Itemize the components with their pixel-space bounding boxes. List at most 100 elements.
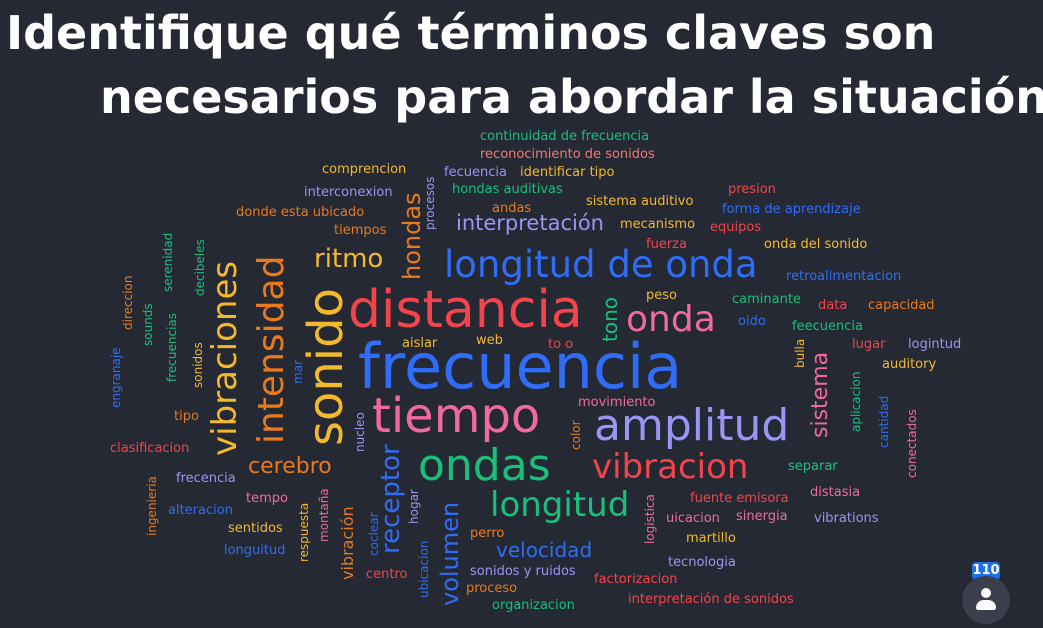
word-cloud-item: perro: [470, 526, 505, 541]
word-cloud-item: montaña: [317, 488, 331, 542]
word-cloud-item: comprencion: [322, 162, 407, 177]
participant-count-badge: 110: [972, 562, 1000, 580]
word-cloud-item: cerebro: [248, 454, 332, 479]
word-cloud-item: sounds: [141, 303, 155, 346]
word-cloud-item: organizacion: [492, 598, 575, 613]
word-cloud-item: distancia: [348, 280, 583, 340]
word-cloud-item: sonido: [298, 288, 354, 446]
word-cloud-item: mecanismo: [620, 217, 696, 232]
word-cloud-item: ingenieria: [145, 476, 159, 536]
word-cloud-item: vibracion: [592, 447, 749, 487]
word-cloud-item: reconocimiento de sonidos: [480, 147, 655, 162]
word-cloud-item: fuerza: [646, 237, 687, 252]
word-cloud-item: interpretación de sonidos: [628, 592, 794, 607]
word-cloud-item: web: [476, 333, 503, 348]
word-cloud-item: volumen: [436, 501, 464, 606]
word-cloud-item: tiempos: [334, 223, 387, 238]
word-cloud-item: aislar: [402, 336, 438, 351]
word-cloud-item: sinergia: [736, 509, 788, 524]
title-line-2: necesarios para abordar la situación.: [100, 70, 1043, 124]
word-cloud-item: cantidad: [877, 395, 891, 448]
word-cloud-item: identificar tipo: [520, 165, 615, 180]
word-cloud-item: hogar: [407, 489, 421, 524]
word-cloud-item: continuidad de frecuencia: [480, 129, 650, 144]
participants-button[interactable]: [962, 576, 1010, 624]
word-cloud-item: centro: [366, 567, 408, 582]
word-cloud-item: oido: [738, 314, 766, 329]
word-cloud-item: to o: [548, 337, 574, 352]
word-cloud-item: mar: [291, 360, 305, 384]
word-cloud-item: vibrations: [814, 511, 879, 526]
word-cloud-item: frecuencia: [358, 330, 683, 403]
word-cloud-item: proceso: [466, 581, 518, 596]
word-cloud-item: direccion: [121, 275, 135, 330]
word-cloud-item: nucleo: [353, 412, 367, 452]
word-cloud-item: capacidad: [868, 298, 935, 313]
word-cloud-item: equipos: [710, 220, 762, 235]
word-cloud-item: respuesta: [297, 502, 311, 562]
word-cloud-item: caminante: [732, 292, 801, 307]
word-cloud-item: onda del sonido: [764, 237, 868, 252]
word-cloud-item: intensidad: [251, 255, 292, 444]
person-icon-body: [976, 600, 996, 610]
word-cloud-item: decibeles: [193, 239, 207, 296]
word-cloud-item: vibraciones: [205, 260, 245, 456]
word-cloud-item: longitud: [490, 485, 630, 525]
word-cloud-item: martillo: [686, 531, 736, 546]
word-cloud-item: engranaje: [109, 347, 123, 408]
word-cloud-item: logintud: [908, 337, 962, 352]
word-cloud-item: interconexion: [304, 185, 393, 200]
word-cloud-item: hondas auditivas: [452, 182, 563, 197]
word-cloud-item: longuitud: [224, 543, 286, 558]
word-cloud-item: uicacion: [666, 511, 720, 526]
title-line-1: Identifique qué términos claves son: [6, 6, 936, 60]
word-cloud-item: vibración: [338, 506, 357, 580]
word-cloud-item: forma de aprendizaje: [722, 202, 861, 217]
word-cloud-item: clasificacion: [110, 441, 190, 456]
word-cloud-item: data: [818, 298, 848, 313]
word-cloud-item: tono: [598, 297, 622, 342]
word-cloud-item: tecnologia: [668, 555, 736, 570]
word-cloud-item: velocidad: [496, 538, 593, 562]
word-cloud-item: alteracion: [168, 503, 233, 518]
word-cloud-item: ritmo: [314, 244, 384, 274]
word-cloud-item: serenidad: [161, 232, 175, 292]
word-cloud-item: frecuencias: [165, 312, 179, 382]
word-cloud-item: distasia: [810, 485, 861, 500]
word-cloud-item: fecuencia: [444, 165, 507, 180]
word-cloud-item: sistema auditivo: [586, 194, 694, 209]
word-cloud-item: lugar: [852, 337, 886, 352]
word-cloud-item: procesos: [423, 176, 437, 230]
word-cloud-item: sentidos: [228, 521, 283, 536]
word-cloud-item: logistica: [643, 494, 657, 544]
word-cloud-item: factorizacion: [594, 572, 678, 587]
word-cloud-item: feecuencia: [792, 319, 863, 334]
word-cloud-item: separar: [788, 459, 838, 474]
word-cloud-item: fuente emisora: [690, 491, 789, 506]
word-cloud-item: color: [569, 420, 583, 450]
word-cloud-item: longitud de onda: [444, 243, 758, 286]
word-cloud-item: ubicacion: [417, 540, 431, 598]
word-cloud-item: andas: [492, 201, 532, 216]
word-cloud-item: conectados: [905, 409, 919, 478]
word-cloud-item: aplicacion: [849, 371, 863, 432]
word-cloud-item: sonidos: [191, 342, 205, 388]
word-cloud-item: tipo: [174, 409, 199, 424]
word-cloud-item: movimiento: [578, 395, 656, 410]
word-cloud-item: peso: [646, 288, 677, 303]
word-cloud-item: tiempo: [372, 388, 541, 444]
person-icon: [981, 588, 991, 598]
word-cloud-item: coclear: [367, 512, 381, 556]
word-cloud-item: bulla: [793, 338, 807, 368]
word-cloud-item: hondas: [398, 192, 426, 280]
word-cloud-item: receptor: [376, 444, 406, 554]
word-cloud-item: amplitud: [594, 400, 790, 451]
word-cloud-item: donde esta ubicado: [236, 205, 365, 220]
word-cloud-item: tempo: [246, 491, 288, 506]
word-cloud-item: interpretación: [456, 211, 604, 235]
word-cloud-item: sonidos y ruidos: [470, 564, 576, 579]
word-cloud-item: sistema: [808, 351, 833, 438]
word-cloud-item: auditory: [882, 357, 937, 372]
word-cloud-item: retroalimentacion: [786, 269, 902, 284]
